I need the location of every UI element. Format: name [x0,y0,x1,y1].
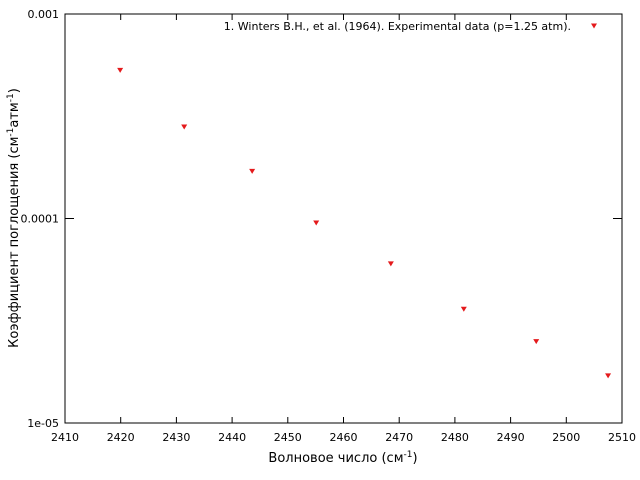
legend-label: 1. Winters B.H., et al. (1964). Experime… [224,20,571,33]
axis-title-part: Волновое число (см [268,451,403,466]
y-tick-label: 0.0001 [21,213,60,226]
x-tick-label: 2410 [51,431,79,444]
x-tick-label: 2460 [330,431,358,444]
x-tick-label: 2500 [552,431,580,444]
y-tick-label: 0.001 [28,8,60,21]
x-tick-label: 2490 [497,431,525,444]
y-axis-title: Коэффициент поглощения (см-1атм-1) [6,88,22,348]
superscript: -1 [404,450,413,460]
axis-title-part: атм [7,102,22,127]
x-axis-title: Волновое число (см-1) [268,450,417,466]
data-point [117,67,124,73]
x-tick-label: 2430 [162,431,190,444]
data-point [533,339,540,345]
data-point [249,168,256,174]
x-tick-label: 2510 [608,431,636,444]
x-tick-label: 2420 [107,431,135,444]
axis-title-part: ) [412,451,417,466]
superscript: -1 [6,93,16,102]
x-tick-label: 2480 [441,431,469,444]
superscript: -1 [6,128,16,137]
plot-frame [64,13,623,424]
data-point [313,220,320,226]
data-point [387,261,394,267]
legend-marker [591,23,597,29]
data-point [181,124,188,130]
x-tick-label: 2450 [274,431,302,444]
y-tick-label: 1e-05 [27,417,59,430]
x-tick-label: 2470 [385,431,413,444]
axis-title-part: Коэффициент поглощения (см [7,137,22,348]
x-tick-label: 2440 [218,431,246,444]
data-point [605,373,612,379]
axis-title-part: ) [7,88,22,93]
data-point [460,306,467,312]
